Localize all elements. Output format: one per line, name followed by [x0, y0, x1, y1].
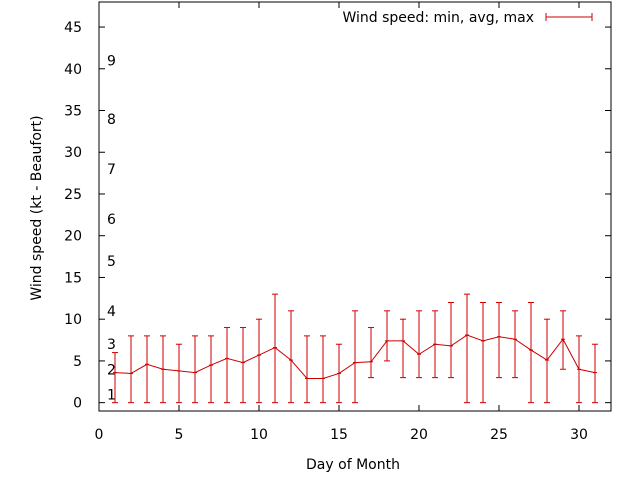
- errorbar-day-19: [400, 318, 406, 379]
- y-tick-label: 10: [64, 312, 82, 328]
- beaufort-label-8: 8: [107, 112, 116, 128]
- legend-label: Wind speed: min, avg, max: [342, 10, 534, 26]
- errorbar-day-12: [288, 310, 294, 404]
- errorbar-day-20: [416, 310, 422, 379]
- legend: Wind speed: min, avg, max: [342, 10, 593, 26]
- errorbar-day-31: [592, 343, 598, 404]
- beaufort-label-1: 1: [107, 387, 116, 403]
- series-wind-speed: [112, 293, 598, 404]
- x-tick-label: 0: [95, 427, 104, 443]
- y-tick-label: 35: [64, 104, 82, 120]
- y-tick-label: 20: [64, 229, 82, 245]
- errorbar-day-2: [128, 335, 134, 404]
- beaufort-label-4: 4: [107, 304, 116, 320]
- errorbar-day-8: [224, 327, 230, 404]
- x-tick-label: 15: [330, 427, 348, 443]
- errorbar-day-28: [544, 318, 550, 404]
- errorbar-day-26: [512, 310, 518, 379]
- y-tick-label: 25: [64, 187, 82, 203]
- errorbar-day-7: [208, 335, 214, 404]
- errorbar-day-10: [256, 318, 262, 404]
- errorbar-day-3: [144, 335, 150, 404]
- errorbar-day-27: [528, 301, 534, 404]
- errorbar-day-17: [368, 327, 374, 379]
- beaufort-labels: 1 2 3 4 5 6 7 8 9: [107, 53, 116, 403]
- beaufort-label-9: 9: [107, 53, 116, 69]
- beaufort-label-7: 7: [107, 162, 116, 178]
- errorbar-day-13: [304, 335, 310, 404]
- errorbar-day-22: [448, 301, 454, 379]
- errorbar-day-14: [320, 335, 326, 404]
- errorbar-day-23: [464, 293, 470, 404]
- y-tick-label: 0: [73, 396, 82, 412]
- y-tick-label: 30: [64, 145, 82, 161]
- beaufort-label-6: 6: [107, 212, 116, 228]
- errorbar-day-18: [384, 310, 390, 362]
- y-tick-label: 45: [64, 20, 82, 36]
- beaufort-label-2: 2: [107, 362, 116, 378]
- errorbar-day-24: [480, 301, 486, 404]
- errorbar-day-11: [272, 293, 278, 404]
- beaufort-label-5: 5: [107, 254, 116, 270]
- y-tick-label: 40: [64, 62, 82, 78]
- y-tick-label: 5: [73, 354, 82, 370]
- errorbar-day-5: [176, 343, 182, 404]
- errorbar-day-16: [352, 310, 358, 404]
- x-tick-label: 10: [250, 427, 268, 443]
- errorbar-day-25: [496, 301, 502, 379]
- y-tick-label: 15: [64, 270, 82, 286]
- x-tick-label: 25: [490, 427, 508, 443]
- beaufort-label-3: 3: [107, 337, 116, 353]
- plot-frame: [98, 1, 612, 412]
- x-tick-label: 30: [570, 427, 588, 443]
- errorbar-day-9: [240, 327, 246, 404]
- errorbar-day-6: [192, 335, 198, 404]
- x-axis-label: Day of Month: [306, 457, 400, 473]
- y-axis-label: Wind speed (kt - Beaufort): [29, 115, 45, 300]
- x-tick-label: 20: [410, 427, 428, 443]
- x-tick-label: 5: [175, 427, 184, 443]
- errorbar-day-1: [112, 352, 118, 404]
